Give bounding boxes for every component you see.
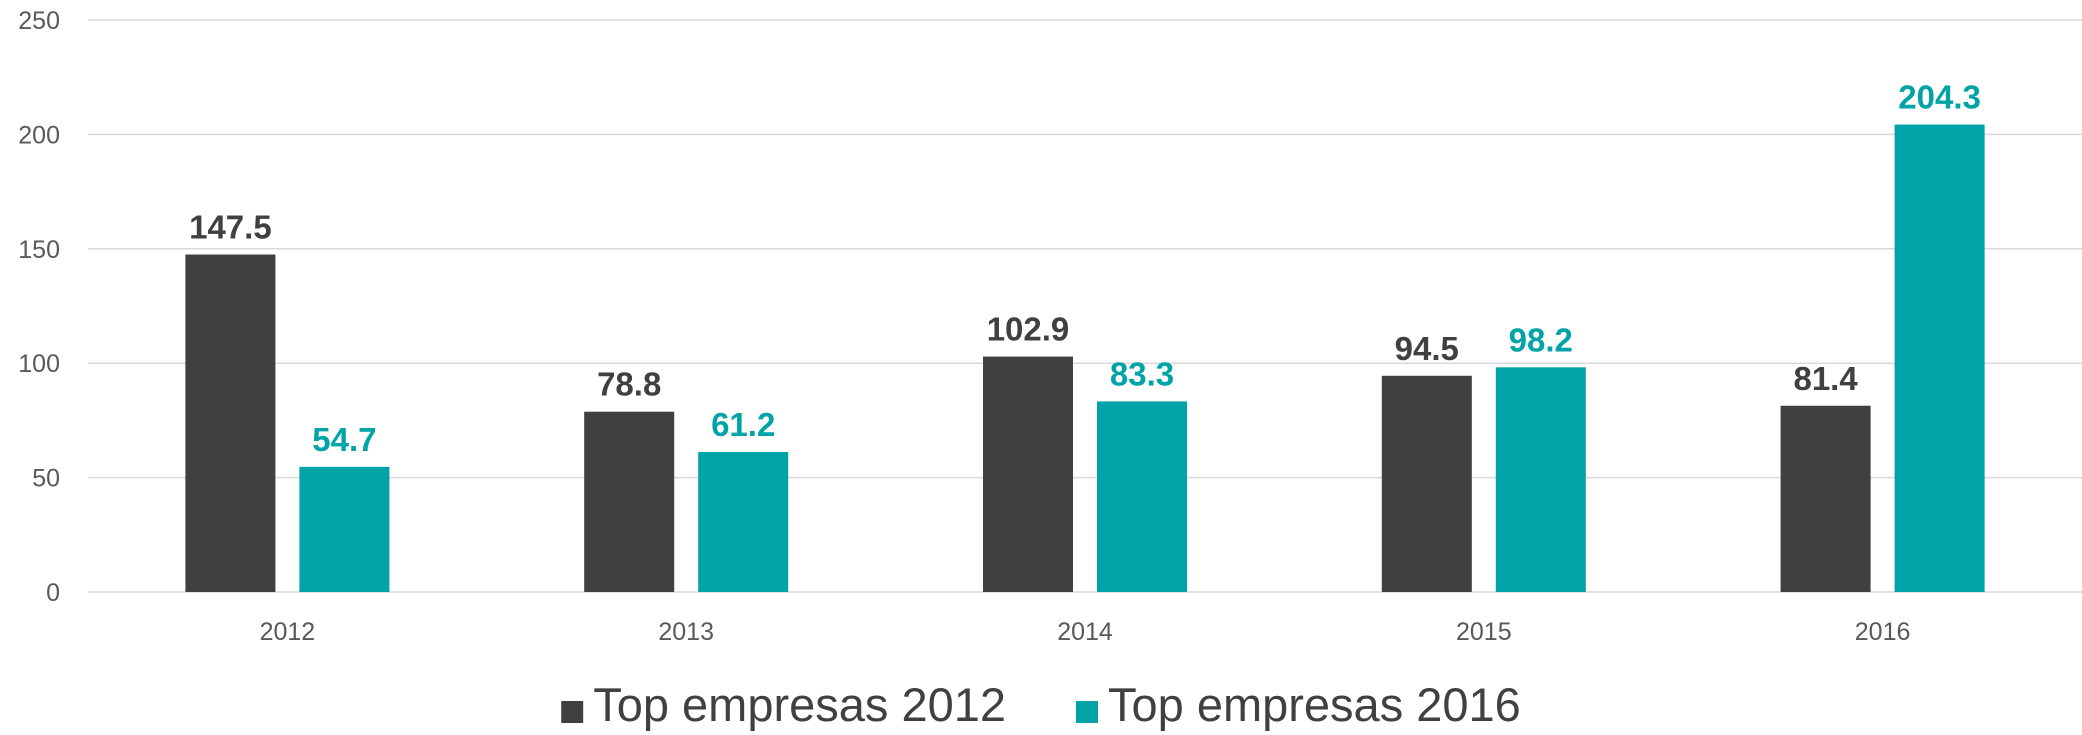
bars [185,124,1985,593]
data-labels: 147.5 54.7 78.8 61.2 102.9 83.3 94.5 98.2 81.4 20… [189,79,1981,458]
data-label: 94.5 [1395,330,1459,367]
x-tick-label: 2012 [260,618,316,646]
x-tick-label: 2013 [658,618,714,646]
x-axis-ticks: 2012 2013 2014 2015 2016 [260,618,1911,646]
bar-2014-series-2[interactable] [1097,401,1187,592]
data-label: 204.3 [1898,79,1981,116]
bar-2016-series-2[interactable] [1894,124,1985,593]
data-label: 102.9 [987,311,1070,348]
x-tick-label: 2015 [1456,618,1512,646]
data-label: 83.3 [1110,355,1174,392]
data-label: 81.4 [1793,360,1858,397]
bar-2013-series-1[interactable] [584,411,675,592]
y-tick-label: 150 [18,236,60,264]
y-tick-label: 100 [18,350,60,378]
y-tick-label: 0 [46,579,60,607]
data-label: 54.7 [312,421,376,458]
bar-2015-series-2[interactable] [1495,367,1586,592]
y-tick-label: 200 [18,121,60,149]
bar-2016-series-1[interactable] [1780,405,1871,592]
legend-item-series-1[interactable]: Top empresas 2012 [561,678,1006,731]
bar-2012-series-2[interactable] [299,466,390,592]
bar-2014-series-1[interactable] [983,356,1073,592]
x-tick-label: 2014 [1057,618,1113,646]
data-label: 78.8 [597,366,661,403]
legend-swatch [561,701,584,723]
legend-label: Top empresas 2012 [593,678,1006,731]
bar-2015-series-1[interactable] [1381,375,1472,592]
legend[interactable]: Top empresas 2012 Top empresas 2016 [561,678,1521,731]
x-tick-label: 2016 [1855,618,1911,646]
bar-2013-series-2[interactable] [698,451,789,592]
y-axis-ticks: 0 50 100 150 200 250 [18,7,60,607]
bar-2012-series-1[interactable] [185,254,276,592]
data-label: 61.2 [711,406,775,443]
data-label: 98.2 [1509,321,1573,358]
legend-item-series-2[interactable]: Top empresas 2016 [1076,678,1521,731]
y-tick-label: 50 [32,465,60,493]
gridlines [88,19,2082,593]
legend-swatch [1076,701,1098,723]
y-tick-label: 250 [18,7,60,35]
data-label: 147.5 [189,209,272,246]
legend-label: Top empresas 2016 [1108,678,1521,731]
